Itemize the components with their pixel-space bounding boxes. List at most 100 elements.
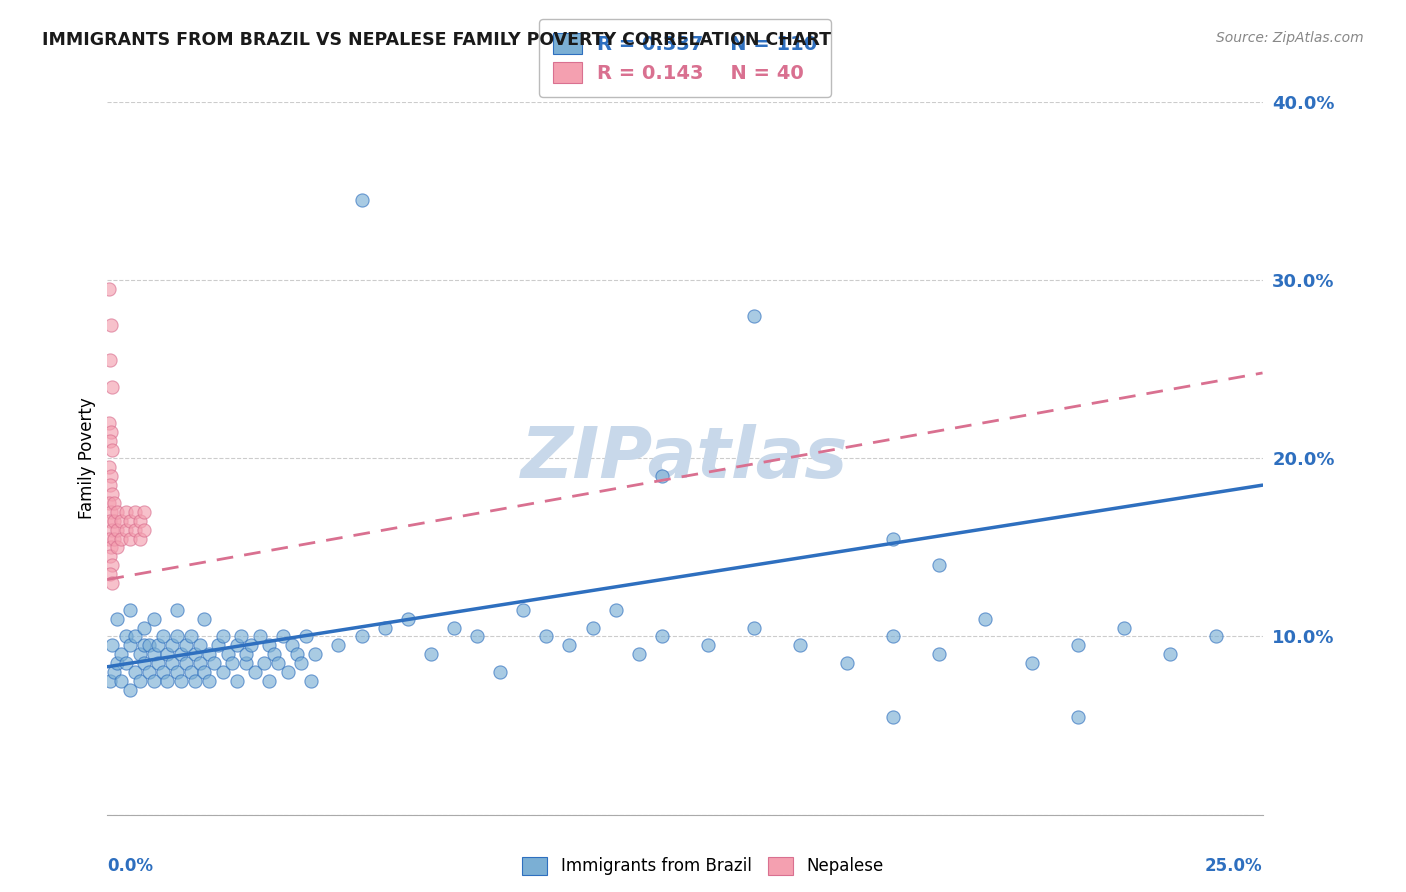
Point [465,630,488,644]
Point [974,612,997,626]
Point [120,514,142,528]
Point [651,630,673,644]
Point [110,532,132,546]
Point [105,541,128,555]
Point [443,621,465,635]
Point [257,639,280,653]
Point [124,630,146,644]
Point [103,496,125,510]
Point [134,505,156,519]
Point [156,673,179,688]
Point [221,656,243,670]
Point [101,442,124,457]
Point [245,665,267,679]
Point [142,648,165,662]
Point [1067,709,1090,723]
Point [558,639,581,653]
Point [103,532,125,546]
Point [134,523,156,537]
Point [98,478,121,492]
Point [290,656,312,670]
Point [180,665,202,679]
Point [882,630,904,644]
Point [285,648,308,662]
Point [180,630,202,644]
Legend: Immigrants from Brazil, Nepalese: Immigrants from Brazil, Nepalese [515,848,891,884]
Point [160,639,183,653]
Point [170,648,193,662]
Point [98,514,121,528]
Point [100,541,122,555]
Point [882,532,904,546]
Point [928,558,950,573]
Point [103,514,125,528]
Point [882,709,904,723]
Point [1112,621,1135,635]
Point [98,673,121,688]
Point [231,630,253,644]
Point [374,621,396,635]
Point [536,630,558,644]
Point [105,505,128,519]
Point [627,648,650,662]
Point [212,630,235,644]
Point [160,656,183,670]
Point [110,514,132,528]
Point [115,656,138,670]
Point [120,639,142,653]
Point [115,505,138,519]
Text: 0.0%: 0.0% [107,857,153,875]
Point [124,665,146,679]
Point [101,487,124,501]
Point [105,612,128,626]
Point [239,639,262,653]
Point [225,639,247,653]
Point [489,665,512,679]
Point [253,656,276,670]
Point [97,496,120,510]
Point [128,532,150,546]
Point [115,523,138,537]
Point [101,639,124,653]
Point [101,523,124,537]
Point [166,630,188,644]
Point [184,648,207,662]
Point [166,665,188,679]
Point [98,567,121,582]
Point [198,673,221,688]
Point [97,416,120,430]
Point [115,630,138,644]
Point [97,460,120,475]
Point [142,612,165,626]
Point [267,656,290,670]
Point [128,673,150,688]
Point [174,656,197,670]
Point [193,665,215,679]
Point [100,469,122,483]
Point [98,549,121,564]
Point [105,656,128,670]
Point [156,648,179,662]
Text: ZIPatlas: ZIPatlas [522,424,849,493]
Point [184,673,207,688]
Legend: R = 0.337    N = 110, R = 0.143    N = 40: R = 0.337 N = 110, R = 0.143 N = 40 [538,20,831,97]
Point [174,639,197,653]
Point [789,639,811,653]
Point [98,353,121,368]
Point [148,639,170,653]
Point [138,665,160,679]
Point [742,309,765,323]
Point [651,469,673,483]
Point [697,639,720,653]
Point [101,576,124,591]
Point [105,523,128,537]
Point [202,656,225,670]
Point [188,639,211,653]
Point [235,648,257,662]
Point [217,648,239,662]
Point [124,523,146,537]
Point [170,673,193,688]
Point [110,648,132,662]
Point [148,656,170,670]
Point [152,630,174,644]
